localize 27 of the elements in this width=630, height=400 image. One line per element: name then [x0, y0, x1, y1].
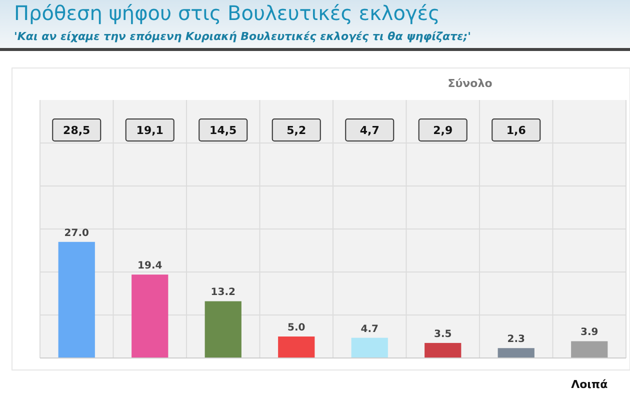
data-label: 5.0: [288, 322, 306, 334]
annotation: 4,7: [360, 124, 380, 137]
bar: [278, 336, 315, 358]
annotation: 19,1: [136, 124, 164, 137]
bar: [132, 274, 168, 358]
annotation: 5,2: [286, 124, 306, 137]
annotation: 1,6: [506, 124, 526, 137]
data-label: 2.3: [507, 334, 526, 346]
data-label: 4.7: [360, 324, 379, 335]
data-label: 19.4: [138, 260, 162, 272]
chart-title: Πρόθεση ψήφου στις Βουλευτικές εκλογές: [14, 1, 440, 25]
annotation: 14,5: [210, 124, 237, 137]
data-label: 27.0: [64, 228, 89, 239]
annotation: 28,5: [63, 124, 90, 137]
x-axis-title: Σύνολο: [448, 77, 493, 90]
bar: [351, 338, 388, 358]
bar: [571, 341, 608, 358]
annotation: 2,9: [433, 124, 453, 137]
bar: [498, 348, 534, 358]
data-label: 13.2: [210, 287, 236, 298]
bar: [204, 301, 242, 358]
bar: [58, 242, 95, 358]
data-label: 3.9: [580, 327, 598, 338]
data-label: 3.5: [434, 328, 452, 340]
chart-subtitle: 'Και αν είχαμε την επόμενη Κυριακή Βουλευτικές εκλογές τι θα ψηφίζατε;': [14, 30, 472, 43]
bar: [424, 342, 462, 358]
x-tick-label: Λοιπά: [571, 378, 608, 391]
